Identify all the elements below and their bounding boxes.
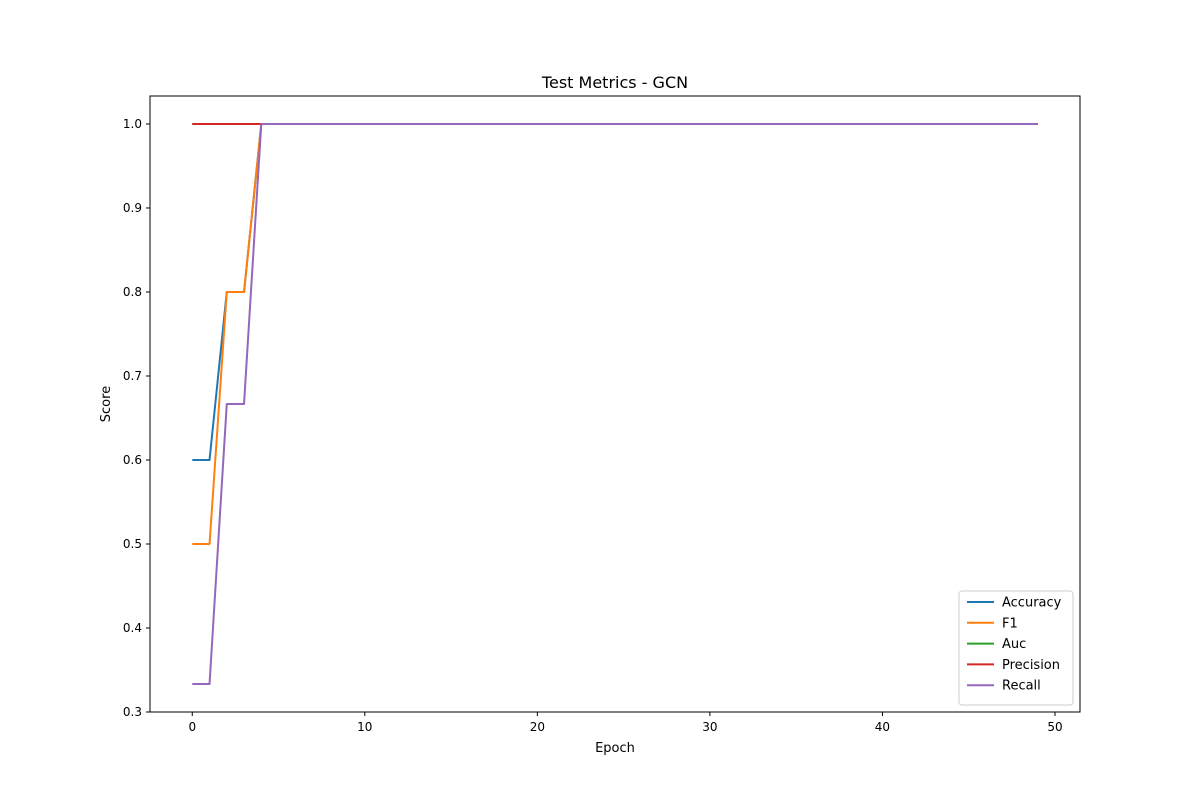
x-tick-label: 10 bbox=[357, 720, 372, 734]
y-tick-label: 0.3 bbox=[123, 705, 142, 719]
y-tick-label: 0.4 bbox=[123, 621, 142, 635]
x-tick-label: 40 bbox=[875, 720, 890, 734]
legend-label-recall: Recall bbox=[1002, 679, 1041, 694]
chart-title: Test Metrics - GCN bbox=[541, 73, 688, 92]
y-axis-label: Score bbox=[99, 386, 114, 422]
x-axis-label: Epoch bbox=[595, 741, 635, 756]
plot-area bbox=[150, 96, 1080, 712]
legend-label-auc: Auc bbox=[1002, 637, 1026, 652]
legend: Accuracy F1 Auc Precision Recall bbox=[958, 590, 1074, 706]
x-tick-label: 20 bbox=[530, 720, 545, 734]
y-axis: 0.3 0.4 0.5 0.6 0.7 0.8 0.9 1.0 bbox=[123, 117, 150, 719]
y-tick-label: 0.7 bbox=[123, 369, 142, 383]
legend-label-precision: Precision bbox=[1002, 658, 1060, 673]
y-tick-label: 0.9 bbox=[123, 201, 142, 215]
y-tick-label: 0.5 bbox=[123, 537, 142, 551]
x-tick-label: 50 bbox=[1047, 720, 1062, 734]
series-layer bbox=[192, 122, 1038, 686]
legend-label-f1: F1 bbox=[1002, 616, 1018, 631]
legend-box bbox=[958, 590, 1074, 706]
x-tick-label: 0 bbox=[188, 720, 196, 734]
y-tick-label: 1.0 bbox=[123, 117, 142, 131]
series-line-recall bbox=[192, 122, 1038, 686]
x-tick-label: 30 bbox=[702, 720, 717, 734]
plot-frame bbox=[149, 95, 1081, 713]
y-tick-label: 0.8 bbox=[123, 285, 142, 299]
y-tick-label: 0.6 bbox=[123, 453, 142, 467]
x-axis: 0 10 20 30 40 50 bbox=[188, 712, 1063, 734]
legend-label-accuracy: Accuracy bbox=[1002, 596, 1062, 611]
